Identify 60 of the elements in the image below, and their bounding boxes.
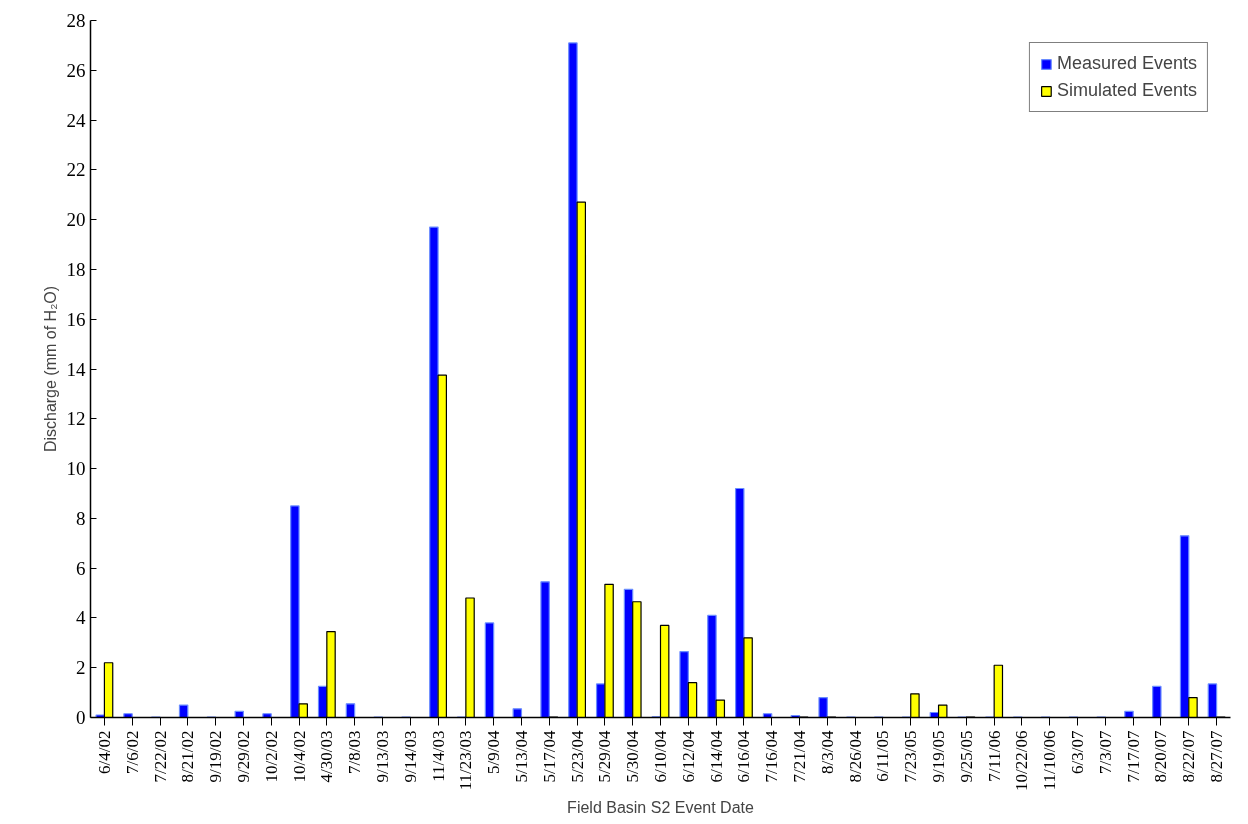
y-tick-label: 16	[66, 308, 86, 330]
x-tick-label: 7/22/02	[150, 730, 170, 783]
x-tick-label: 4/30/03	[317, 730, 337, 783]
x-tick-label: 6/3/07	[1068, 730, 1088, 774]
x-tick-label: 8/3/04	[817, 730, 837, 774]
x-tick-label: 7/3/07	[1095, 730, 1115, 774]
x-axis-title: Field Basin S2 Event Date	[567, 798, 754, 816]
y-tick-label: 2	[76, 657, 86, 679]
x-tick-label: 6/4/02	[94, 730, 114, 774]
y-tick-label: 10	[66, 458, 86, 480]
y-tick-label: 0	[76, 707, 86, 728]
x-tick-label: 8/27/07	[1207, 730, 1227, 783]
y-axis-title: Discharge (mm of H₂O)	[41, 285, 59, 453]
y-tick-label: 20	[66, 209, 86, 231]
x-tick-label: 7/16/04	[762, 730, 782, 783]
x-tick-label: 6/10/04	[651, 730, 670, 783]
x-tick-label: 5/23/04	[567, 730, 587, 783]
legend-label: Simulated Events	[1056, 80, 1197, 101]
x-tick-label: 5/9/04	[484, 730, 504, 774]
x-tick-label: 6/16/04	[734, 730, 754, 783]
y-tick-label: 28	[66, 10, 86, 31]
x-tick-label: 11/10/06	[1040, 730, 1060, 791]
x-tick-label: 11/4/03	[428, 730, 448, 782]
y-tick-label: 14	[66, 358, 86, 380]
x-tick-label: 5/17/04	[539, 730, 559, 783]
x-tick-label: 6/14/04	[706, 730, 726, 783]
x-tick-label: 8/20/07	[1151, 730, 1171, 783]
y-tick-label: 22	[66, 159, 86, 181]
x-tick-label: 9/14/03	[400, 730, 420, 783]
x-tick-label: 8/26/04	[845, 730, 865, 783]
x-tick-label: 7/11/06	[984, 730, 1004, 782]
x-tick-label: 7/17/07	[1123, 730, 1143, 783]
x-tick-label: 10/2/02	[261, 730, 281, 783]
x-tick-label: 7/21/04	[790, 730, 810, 783]
y-tick-label: 8	[76, 507, 86, 529]
x-tick-label: 9/25/05	[956, 730, 976, 783]
legend-label: Measured Events	[1056, 53, 1197, 74]
y-tick-label: 12	[66, 408, 86, 430]
y-tick-label: 18	[66, 258, 86, 280]
x-tick-label: 9/19/05	[929, 730, 949, 783]
x-tick-label: 8/22/07	[1179, 730, 1199, 783]
x-tick-label: 9/13/03	[372, 730, 392, 783]
y-tick-label: 4	[76, 607, 86, 629]
x-tick-label: 10/4/02	[289, 730, 309, 783]
x-tick-label: 7/23/05	[901, 730, 921, 783]
y-tick-label: 6	[76, 557, 86, 579]
x-tick-label: 11/23/03	[456, 730, 476, 791]
x-tick-label: 9/29/02	[233, 730, 253, 783]
x-tick-label: 5/29/04	[595, 730, 615, 783]
y-tick-label: 26	[66, 59, 86, 81]
x-tick-label: 5/13/04	[511, 730, 531, 783]
x-tick-label: 6/12/04	[678, 730, 698, 783]
x-tick-label: 9/19/02	[206, 730, 226, 783]
x-tick-label: 8/21/02	[178, 730, 198, 783]
x-tick-label: 6/11/05	[873, 730, 893, 782]
y-tick-label: 24	[66, 109, 86, 131]
x-tick-label: 7/6/02	[122, 730, 142, 774]
x-tick-label: 10/22/06	[1012, 730, 1032, 791]
x-tick-label: 5/30/04	[623, 730, 643, 783]
x-tick-label: 7/8/03	[345, 730, 365, 774]
